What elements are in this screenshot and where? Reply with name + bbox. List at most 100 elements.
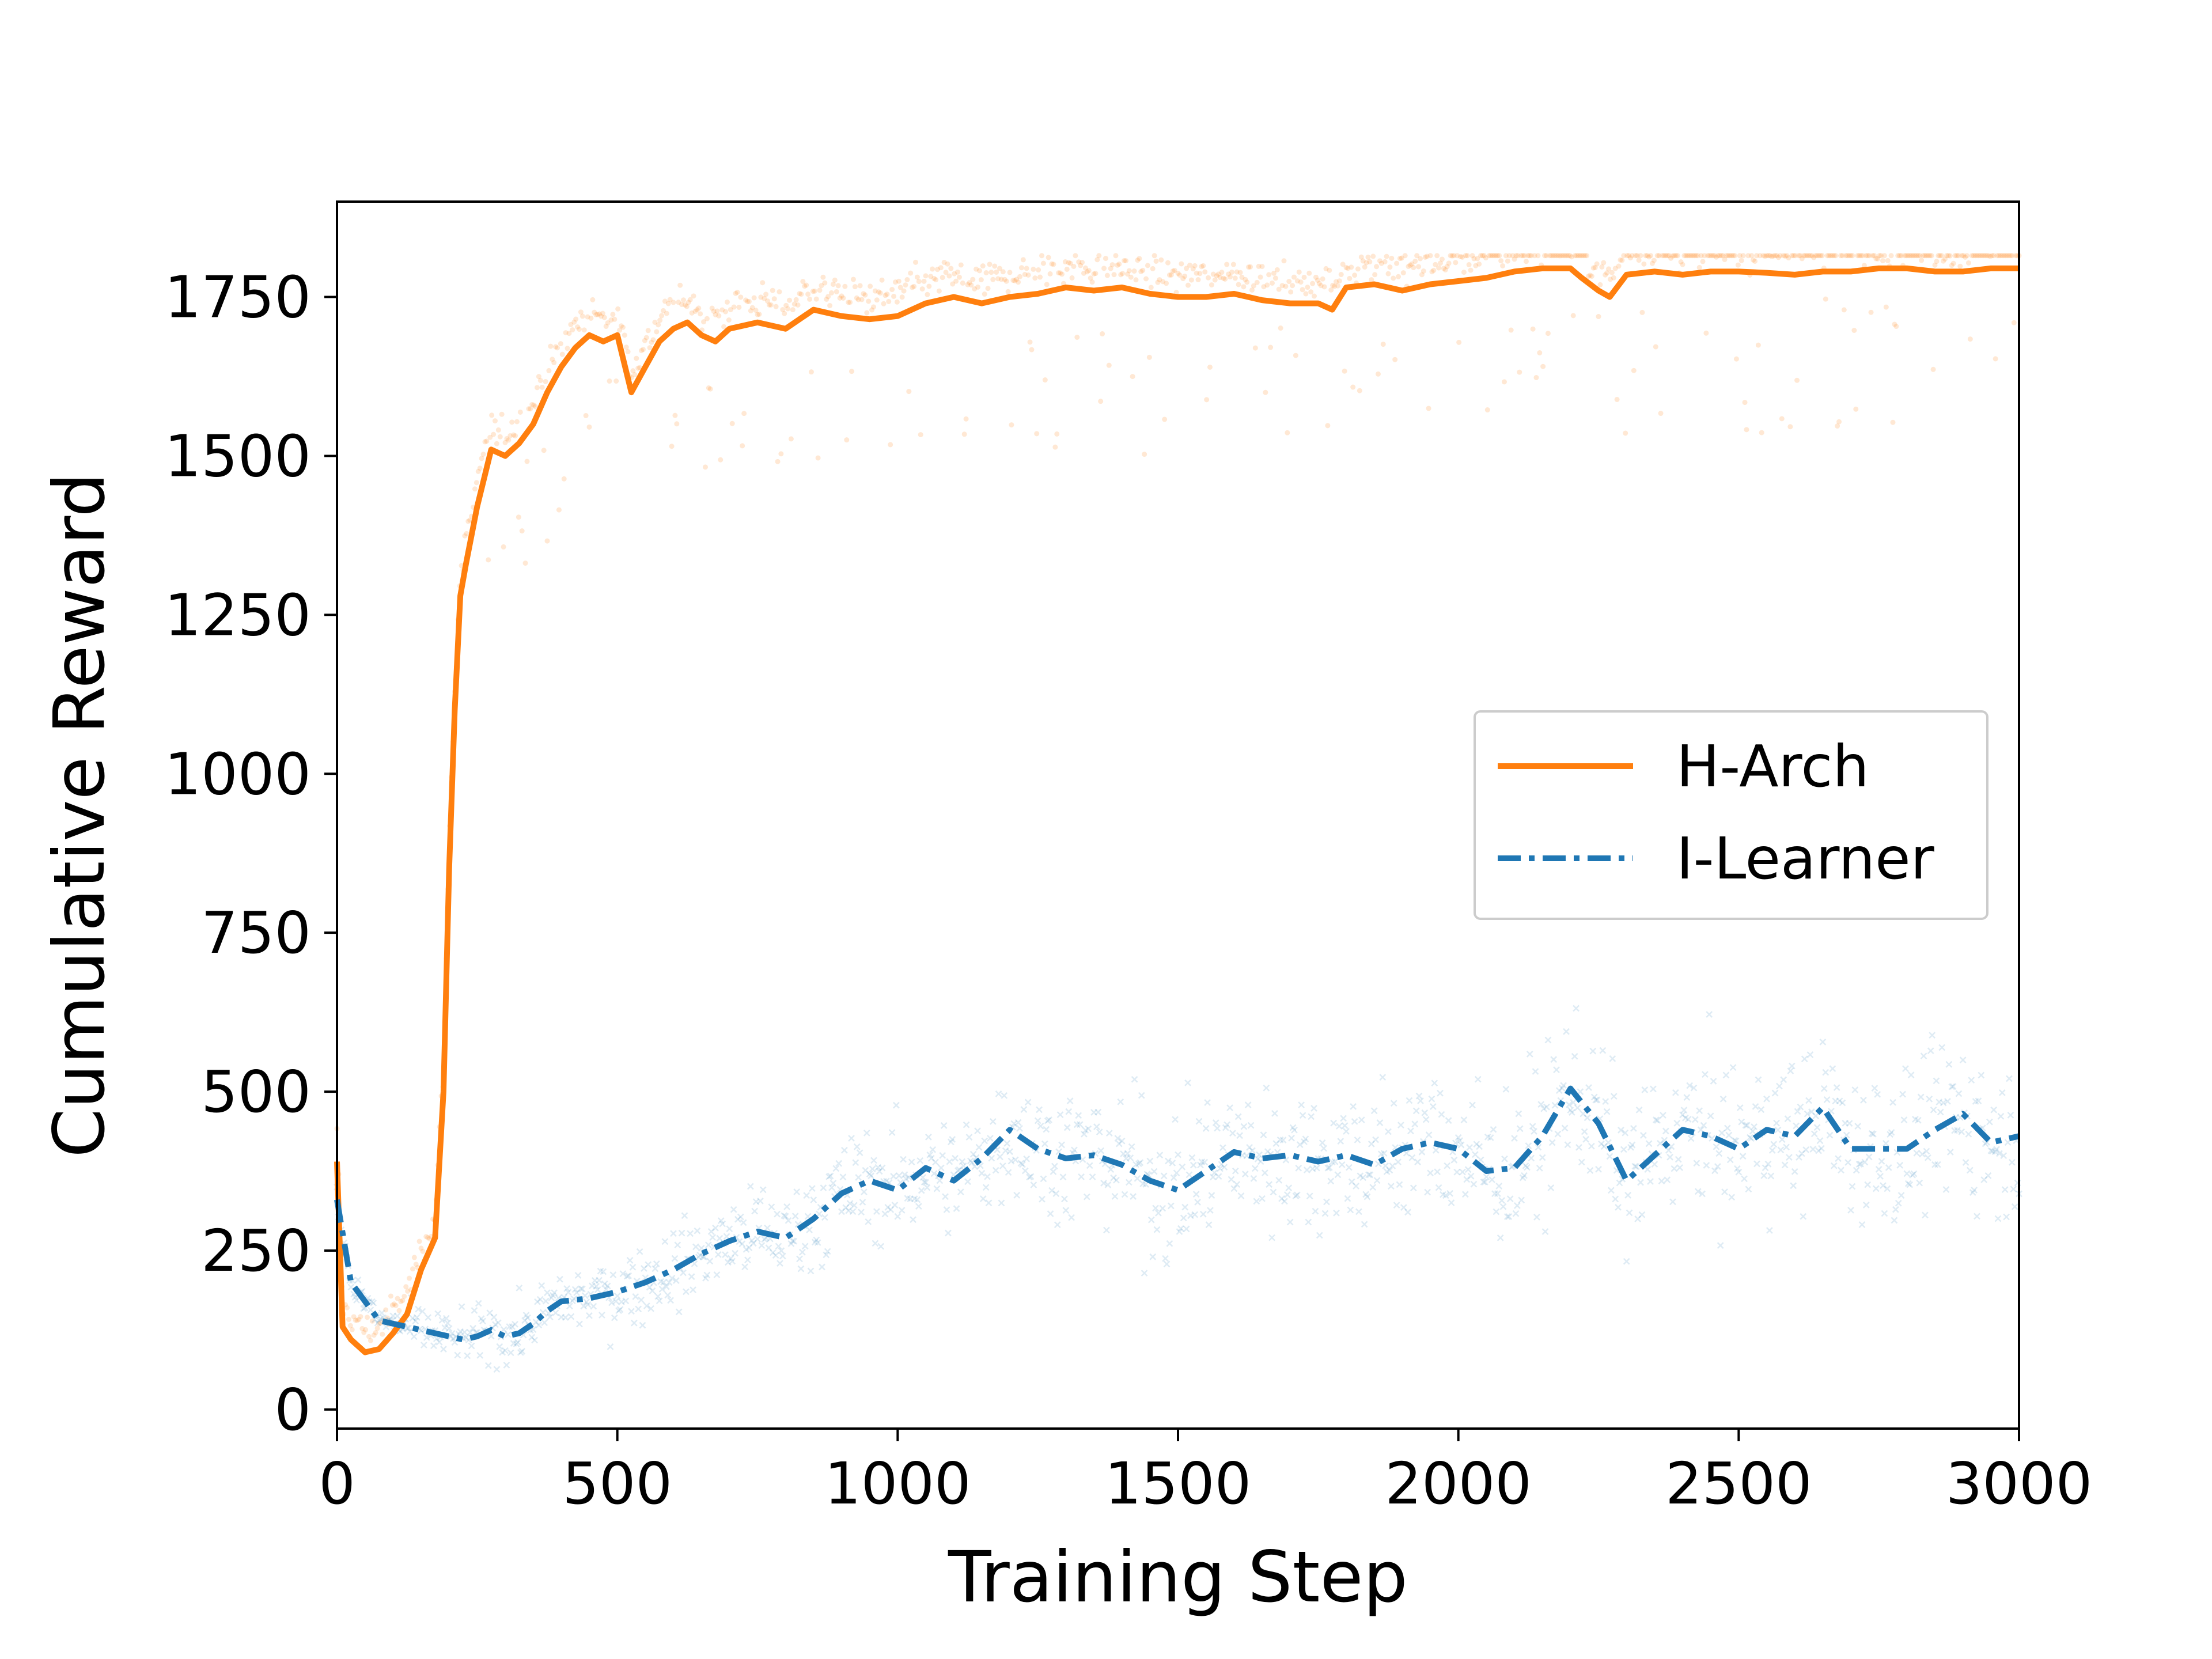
h-arch-scatter-point bbox=[403, 1284, 409, 1290]
h-arch-scatter-point bbox=[1025, 272, 1031, 278]
h-arch-scatter-point bbox=[896, 278, 902, 284]
h-arch-scatter-point bbox=[828, 290, 834, 296]
i-learner-scatter-point bbox=[1173, 1169, 1180, 1177]
h-arch-scatter-point bbox=[667, 297, 673, 302]
i-learner-scatter-point bbox=[1790, 1182, 1797, 1190]
i-learner-scatter-point bbox=[1934, 1161, 1941, 1168]
i-learner-scatter-point bbox=[1914, 1116, 1922, 1124]
i-learner-scatter-point bbox=[1147, 1216, 1155, 1224]
i-learner-scatter-point bbox=[1037, 1123, 1044, 1130]
h-arch-scatter-point bbox=[553, 344, 559, 350]
h-arch-scatter-point bbox=[844, 437, 850, 443]
h-arch-scatter-point bbox=[583, 412, 589, 418]
h-arch-scatter-point bbox=[1774, 253, 1780, 259]
i-learner-scatter-point bbox=[1718, 1129, 1726, 1137]
i-learner-scatter-point bbox=[840, 1146, 848, 1154]
y-tick-label: 0 bbox=[274, 1376, 311, 1444]
h-arch-scatter-point bbox=[1180, 276, 1186, 282]
h-arch-scatter-point bbox=[1585, 274, 1591, 279]
i-learner-scatter-point bbox=[1820, 1085, 1828, 1092]
legend: H-Arch I-Learner bbox=[1474, 710, 1988, 920]
i-learner-scatter-point bbox=[891, 1202, 899, 1209]
i-learner-scatter-point bbox=[839, 1173, 847, 1181]
h-arch-scatter-point bbox=[866, 298, 872, 304]
i-learner-scatter-point bbox=[1491, 1190, 1498, 1198]
i-learner-scatter-point bbox=[1411, 1120, 1419, 1128]
i-learner-scatter-point bbox=[1167, 1202, 1175, 1210]
h-arch-scatter-point bbox=[407, 1275, 412, 1281]
h-arch-scatter-point bbox=[1173, 290, 1179, 296]
h-arch-scatter-point bbox=[889, 287, 895, 293]
i-learner-scatter-point bbox=[1076, 1121, 1084, 1128]
i-learner-scatter-point bbox=[1236, 1132, 1243, 1139]
i-learner-scatter-point bbox=[1428, 1095, 1435, 1103]
h-arch-scatter-point bbox=[1961, 253, 1967, 259]
h-arch-scatter-point bbox=[1986, 253, 1991, 259]
i-learner-scatter-point bbox=[1358, 1116, 1365, 1124]
i-learner-scatter-point bbox=[989, 1118, 997, 1125]
h-arch-scatter-point bbox=[1439, 256, 1445, 262]
i-learner-scatter-point bbox=[1431, 1080, 1438, 1087]
h-arch-scatter-point bbox=[1372, 272, 1378, 278]
i-learner-scatter-point bbox=[1633, 1163, 1640, 1171]
i-learner-scatter-point bbox=[1628, 1141, 1636, 1149]
h-arch-scatter-point bbox=[874, 297, 880, 303]
i-learner-scatter-point bbox=[672, 1277, 680, 1284]
i-learner-scatter-point bbox=[1211, 1169, 1218, 1176]
i-learner-scatter-point bbox=[1543, 1103, 1550, 1111]
i-learner-scatter-point bbox=[768, 1203, 775, 1210]
i-learner-scatter-point bbox=[1197, 1161, 1204, 1169]
h-arch-scatter-point bbox=[1143, 276, 1149, 282]
h-arch-scatter-point bbox=[395, 1296, 400, 1301]
i-learner-scatter-point bbox=[1518, 1196, 1525, 1204]
i-learner-scatter-point bbox=[577, 1285, 585, 1293]
i-learner-scatter-point bbox=[405, 1324, 412, 1332]
i-learner-scatter-point bbox=[1165, 1157, 1172, 1165]
h-arch-scatter-point bbox=[1868, 309, 1874, 315]
h-arch-scatter-point bbox=[1010, 278, 1016, 283]
i-learner-scatter-point bbox=[1524, 1164, 1531, 1171]
i-learner-scatter-point bbox=[1363, 1193, 1371, 1200]
i-learner-scatter-point bbox=[584, 1301, 592, 1308]
i-learner-scatter-point bbox=[1822, 1069, 1830, 1076]
h-arch-scatter-point bbox=[1137, 256, 1142, 262]
h-arch-scatter-point bbox=[1715, 253, 1721, 259]
i-learner-scatter-point bbox=[1309, 1165, 1316, 1172]
h-arch-scatter-point bbox=[1094, 257, 1100, 263]
i-learner-scatter-point bbox=[1340, 1115, 1347, 1122]
h-arch-scatter-point bbox=[371, 1332, 377, 1338]
i-learner-scatter-point bbox=[695, 1253, 702, 1261]
i-learner-scatter-point bbox=[848, 1135, 855, 1142]
h-arch-scatter-point bbox=[1012, 278, 1018, 283]
h-arch-scatter-point bbox=[1464, 253, 1470, 259]
i-learner-scatter-point bbox=[1732, 1137, 1740, 1145]
h-arch-scatter-point bbox=[1972, 253, 1978, 259]
i-learner-scatter-point bbox=[1387, 1183, 1395, 1190]
h-arch-scatter-point bbox=[1190, 266, 1196, 272]
h-arch-scatter-point bbox=[1444, 264, 1450, 270]
i-learner-scatter-point bbox=[1480, 1179, 1487, 1185]
h-arch-scatter-point bbox=[1815, 253, 1820, 259]
h-arch-scatter-point bbox=[886, 298, 892, 304]
i-learner-scatter-point bbox=[1847, 1207, 1854, 1214]
i-learner-scatter-point bbox=[1741, 1175, 1748, 1183]
h-arch-scatter-point bbox=[640, 347, 646, 353]
h-arch-scatter-point bbox=[1899, 253, 1904, 259]
i-learner-scatter-point bbox=[1806, 1051, 1814, 1058]
h-arch-scatter-point bbox=[696, 305, 702, 311]
h-arch-scatter-point bbox=[692, 308, 698, 314]
h-arch-scatter-point bbox=[869, 307, 875, 313]
h-arch-scatter-point bbox=[1813, 253, 1819, 259]
h-arch-scatter-point bbox=[1058, 270, 1063, 276]
i-learner-scatter-point bbox=[1739, 1153, 1747, 1160]
i-learner-scatter-point bbox=[1951, 1127, 1958, 1134]
i-learner-scatter-point bbox=[819, 1263, 825, 1271]
h-arch-scatter-point bbox=[1702, 253, 1707, 259]
i-learner-scatter-point bbox=[377, 1315, 384, 1323]
i-learner-scatter-point bbox=[1842, 1120, 1849, 1127]
h-arch-scatter-point bbox=[855, 297, 861, 302]
i-learner-scatter-point bbox=[1351, 1118, 1358, 1125]
h-arch-scatter-point bbox=[635, 365, 641, 371]
h-arch-scatter-point bbox=[486, 557, 491, 563]
i-learner-scatter-point bbox=[1630, 1124, 1637, 1132]
